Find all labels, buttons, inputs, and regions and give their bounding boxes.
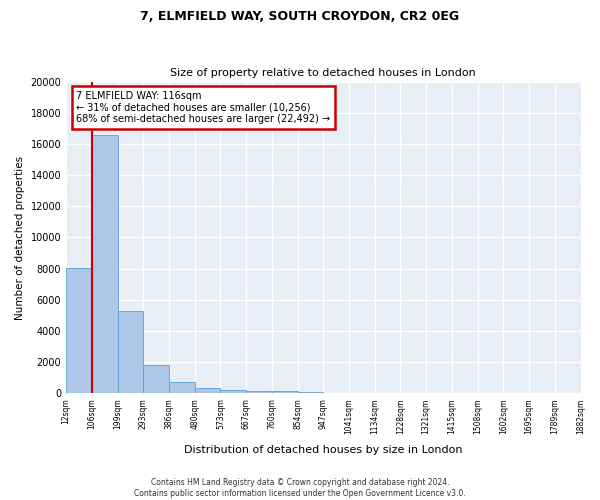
Text: Contains HM Land Registry data © Crown copyright and database right 2024.
Contai: Contains HM Land Registry data © Crown c… bbox=[134, 478, 466, 498]
Bar bbox=[118, 311, 143, 394]
Text: 7, ELMFIELD WAY, SOUTH CROYDON, CR2 0EG: 7, ELMFIELD WAY, SOUTH CROYDON, CR2 0EG bbox=[140, 10, 460, 23]
Title: Size of property relative to detached houses in London: Size of property relative to detached ho… bbox=[170, 68, 476, 78]
Bar bbox=[66, 268, 92, 394]
Bar bbox=[246, 391, 272, 394]
Bar bbox=[298, 392, 323, 394]
Bar bbox=[143, 366, 169, 394]
Y-axis label: Number of detached properties: Number of detached properties bbox=[15, 156, 25, 320]
X-axis label: Distribution of detached houses by size in London: Distribution of detached houses by size … bbox=[184, 445, 463, 455]
Bar bbox=[272, 391, 298, 394]
Bar bbox=[92, 134, 118, 394]
Bar bbox=[220, 390, 246, 394]
Bar bbox=[169, 382, 195, 394]
Text: 7 ELMFIELD WAY: 116sqm
← 31% of detached houses are smaller (10,256)
68% of semi: 7 ELMFIELD WAY: 116sqm ← 31% of detached… bbox=[76, 91, 331, 124]
Bar bbox=[323, 392, 349, 394]
Bar bbox=[195, 388, 220, 394]
Bar bbox=[349, 393, 375, 394]
